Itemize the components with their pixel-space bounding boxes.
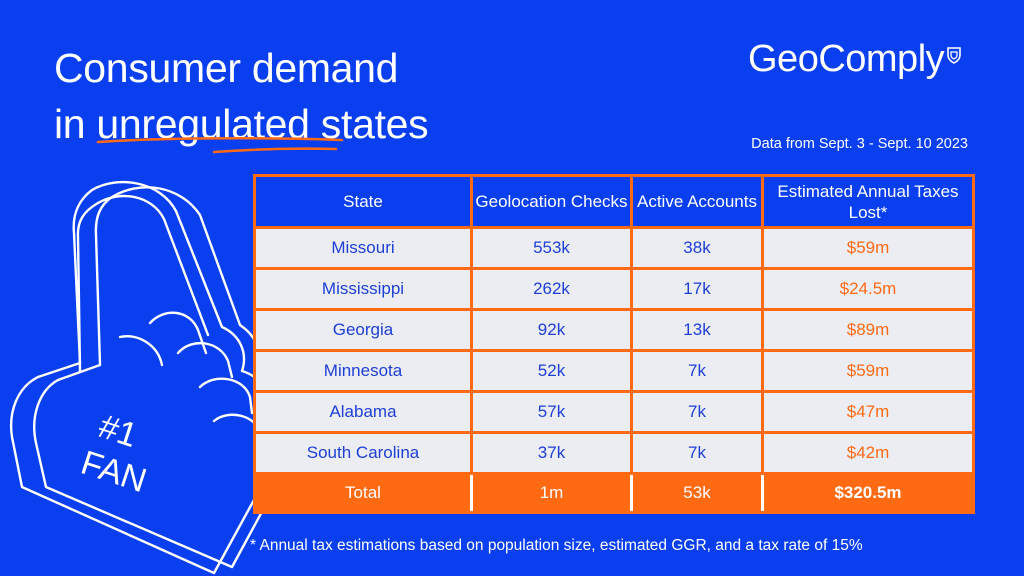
cell-accounts: 38k [630, 226, 764, 270]
cell-taxes: $24.5m [761, 267, 975, 311]
cell-checks: 37k [470, 431, 633, 475]
cell-taxes: $47m [761, 390, 975, 434]
cell-state: Minnesota [253, 349, 473, 393]
header-geolocation-checks: Geolocation Checks [470, 174, 633, 229]
total-accounts: 53k [630, 472, 764, 514]
table-row: Georgia 92k 13k $89m [253, 308, 975, 352]
cell-taxes: $59m [761, 349, 975, 393]
footnote: * Annual tax estimations based on popula… [250, 537, 863, 554]
cell-accounts: 17k [630, 267, 764, 311]
demand-table: State Geolocation Checks Active Accounts… [253, 174, 975, 514]
cell-accounts: 7k [630, 349, 764, 393]
cell-taxes: $42m [761, 431, 975, 475]
header-state: State [253, 174, 473, 229]
table-row: Alabama 57k 7k $47m [253, 390, 975, 434]
header-estimated-taxes: Estimated Annual Taxes Lost* [761, 174, 975, 229]
total-label: Total [253, 472, 473, 514]
cell-state: Alabama [253, 390, 473, 434]
cell-state: Georgia [253, 308, 473, 352]
date-range-note: Data from Sept. 3 - Sept. 10 2023 [751, 136, 968, 152]
page-title: Consumer demand in unregulated states [54, 40, 429, 152]
cell-checks: 92k [470, 308, 633, 352]
cell-checks: 262k [470, 267, 633, 311]
cell-accounts: 13k [630, 308, 764, 352]
brand-name: GeoComply [748, 38, 945, 80]
cell-taxes: $89m [761, 308, 975, 352]
total-taxes: $320.5m [761, 472, 975, 514]
fan-text-word: FAN [76, 444, 151, 501]
cell-taxes: $59m [761, 226, 975, 270]
table-row: Mississippi 262k 17k $24.5m [253, 267, 975, 311]
cell-accounts: 7k [630, 390, 764, 434]
table-total-row: Total 1m 53k $320.5m [253, 472, 975, 514]
cell-state: South Carolina [253, 431, 473, 475]
cell-checks: 57k [470, 390, 633, 434]
title-underline-decoration [96, 137, 344, 154]
title-line-2-prefix: in [54, 101, 97, 147]
cell-state: Missouri [253, 226, 473, 270]
cell-state: Mississippi [253, 267, 473, 311]
cell-accounts: 7k [630, 431, 764, 475]
header-active-accounts: Active Accounts [630, 174, 764, 229]
title-line-1: Consumer demand [54, 45, 399, 91]
shield-icon [947, 47, 961, 64]
total-checks: 1m [470, 472, 633, 514]
table-row: Missouri 553k 38k $59m [253, 226, 975, 270]
brand-logo: GeoComply [748, 38, 962, 81]
cell-checks: 553k [470, 226, 633, 270]
cell-checks: 52k [470, 349, 633, 393]
table-row: Minnesota 52k 7k $59m [253, 349, 975, 393]
table-row: South Carolina 37k 7k $42m [253, 431, 975, 475]
table-header-row: State Geolocation Checks Active Accounts… [253, 174, 975, 229]
